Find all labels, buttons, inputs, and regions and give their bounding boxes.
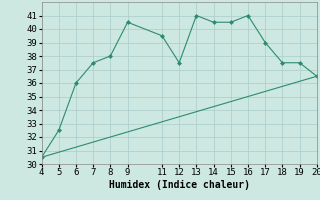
- X-axis label: Humidex (Indice chaleur): Humidex (Indice chaleur): [109, 180, 250, 190]
